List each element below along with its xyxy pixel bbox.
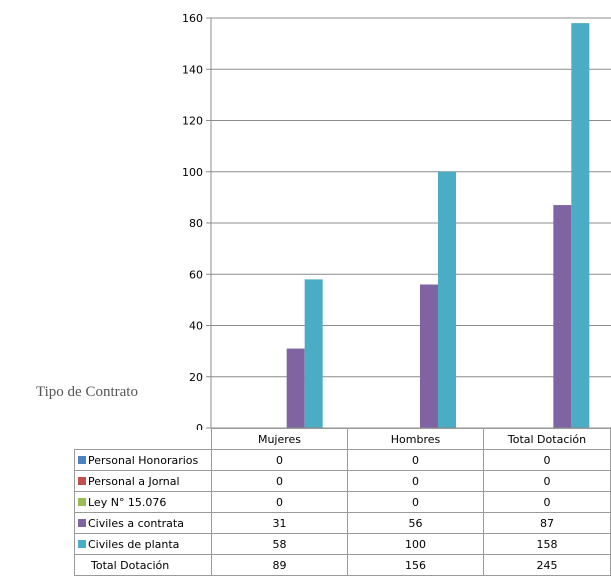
- table-cell: 0: [211, 491, 348, 513]
- table-row: Civiles a contrata 31 56 87: [74, 512, 611, 534]
- table-cell: 56: [347, 512, 484, 534]
- series-name: Personal Honorarios: [88, 453, 199, 467]
- table-row: Personal a Jornal 0 0 0: [74, 470, 611, 492]
- table-row: Personal Honorarios 0 0 0: [74, 449, 611, 471]
- y-tick-label: 120: [182, 115, 203, 128]
- table-cell: 158: [483, 533, 611, 555]
- table-cell: 58: [211, 533, 348, 555]
- table-cell: 100: [347, 533, 484, 555]
- table-row: Civiles de planta 58 100 158: [74, 533, 611, 555]
- total-label: Total Dotación: [74, 554, 212, 576]
- bar-chart: 0 20 40 60 80 100 120 140 160: [182, 12, 611, 430]
- y-axis-ticks: 0 20 40 60 80 100 120 140 160: [182, 12, 203, 430]
- y-tick-label: 100: [182, 166, 203, 179]
- category-label: Hombres: [347, 428, 484, 450]
- bar: [420, 284, 438, 428]
- bars: [286, 23, 590, 428]
- series-name: Civiles a contrata: [88, 516, 184, 530]
- bar: [286, 348, 305, 428]
- table-cell: 0: [483, 470, 611, 492]
- category-label: Total Dotación: [483, 428, 611, 450]
- bar: [304, 279, 323, 428]
- legend-swatch: [78, 455, 86, 464]
- y-tick-label: 60: [189, 268, 203, 281]
- table-cell: 0: [483, 449, 611, 471]
- table-cell: 87: [483, 512, 611, 534]
- legend-swatch: [78, 518, 86, 527]
- table-cell: 0: [483, 491, 611, 513]
- table-cell: 245: [483, 554, 611, 576]
- series-name: Personal a Jornal: [88, 474, 180, 488]
- series-name: Civiles de planta: [88, 537, 180, 551]
- legend-swatch: [78, 497, 86, 506]
- table-cell: 89: [211, 554, 348, 576]
- table-header-row: Mujeres Hombres Total Dotación: [75, 428, 611, 450]
- y-tick-label: 160: [182, 12, 203, 25]
- table-side-label: Tipo de Contrato: [36, 384, 138, 400]
- legend-swatch: [78, 476, 86, 485]
- y-tick-label: 40: [189, 320, 203, 333]
- data-table: Mujeres Hombres Total Dotación Personal …: [74, 428, 611, 576]
- category-label: Mujeres: [211, 428, 348, 450]
- table-cell: 0: [347, 449, 484, 471]
- y-tick-label: 140: [182, 63, 203, 76]
- table-cell: 0: [347, 491, 484, 513]
- table-cell: 0: [211, 470, 348, 492]
- y-tick-label: 80: [189, 217, 203, 230]
- series-name: Ley N° 15.076: [88, 495, 167, 509]
- bar: [553, 205, 572, 428]
- table-row: Ley N° 15.076 0 0 0: [74, 491, 611, 513]
- y-tick-label: 0: [196, 422, 203, 430]
- table-cell: 31: [211, 512, 348, 534]
- table-cell: 0: [211, 449, 348, 471]
- gridlines: [211, 17, 611, 378]
- table-total-row: Total Dotación 89 156 245: [74, 554, 611, 576]
- y-tick-label: 20: [189, 371, 203, 384]
- legend-swatch: [78, 539, 86, 548]
- table-cell: 156: [347, 554, 484, 576]
- table-cell: 0: [347, 470, 484, 492]
- bar: [571, 23, 590, 428]
- bar: [438, 171, 456, 428]
